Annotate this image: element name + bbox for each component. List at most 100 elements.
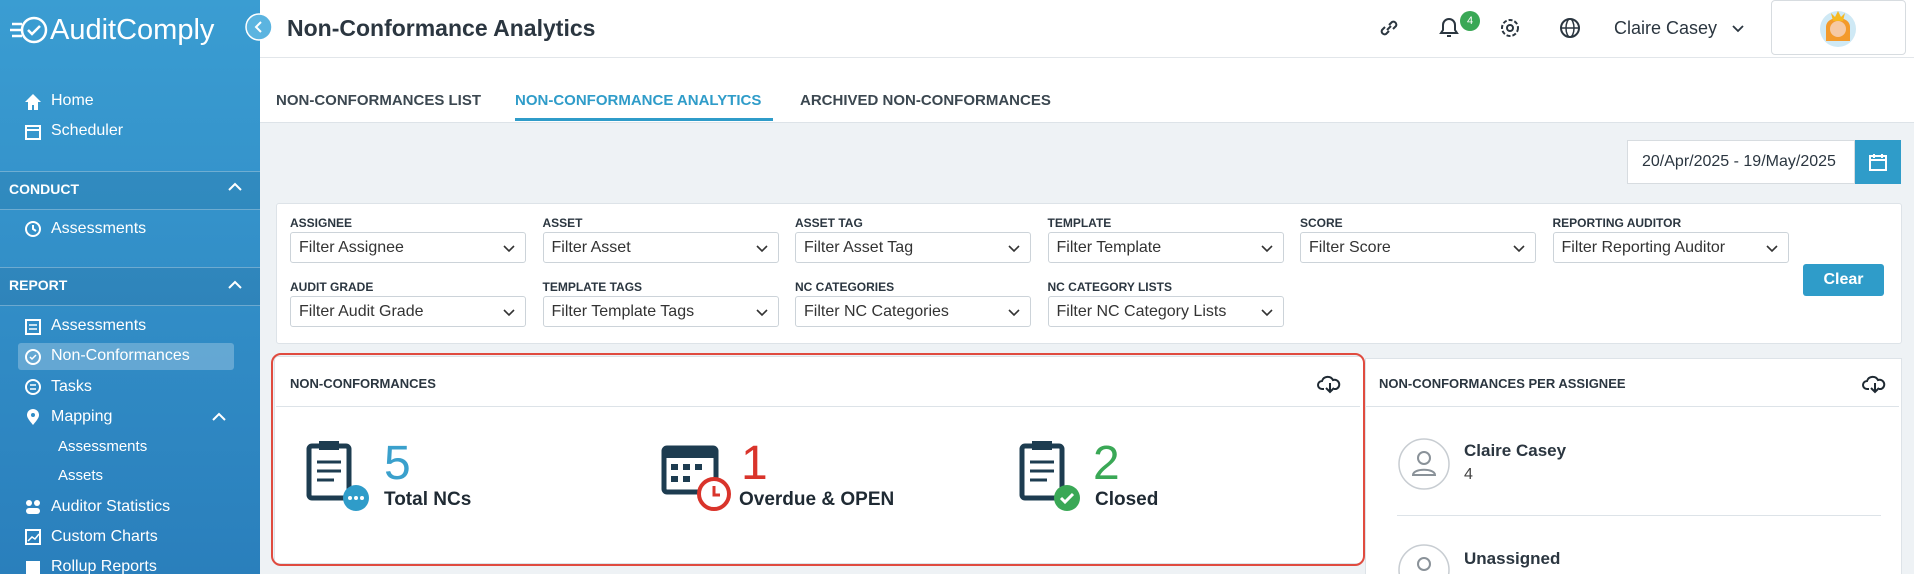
tab[interactable]: ARCHIVED NON-CONFORMANCES <box>800 92 1051 109</box>
filter-label: ASSET TAG <box>795 216 863 230</box>
stats-icon <box>26 500 40 514</box>
chart-icon <box>25 529 41 545</box>
filter-label: NC CATEGORIES <box>795 279 895 294</box>
globe-icon[interactable] <box>1558 16 1582 40</box>
stat-label: Closed <box>1095 489 1159 510</box>
nav-subitem[interactable]: Assessments <box>58 438 148 455</box>
stat-value: 5 <box>384 437 411 490</box>
divider <box>1397 515 1881 516</box>
dropdown-arrow <box>1260 308 1273 316</box>
link-icon[interactable] <box>1377 16 1401 40</box>
filter-select[interactable]: Filter NC Category Lists <box>1047 295 1284 327</box>
download-icon[interactable] <box>1317 372 1343 396</box>
filter-select[interactable]: Filter Assignee <box>290 232 526 263</box>
nc-card <box>274 356 1364 564</box>
dropdown-arrow <box>503 245 515 253</box>
section-title[interactable]: REPORT <box>9 277 68 293</box>
section-title[interactable]: CONDUCT <box>9 181 79 197</box>
settings-icon[interactable] <box>1498 16 1522 40</box>
dropdown-arrow <box>503 308 515 316</box>
nav-item[interactable]: Tasks <box>51 378 92 395</box>
divider <box>1366 406 1899 407</box>
filter-select[interactable]: Filter Template Tags <box>542 295 779 327</box>
chevron[interactable] <box>228 280 242 290</box>
page-title: Non-Conformance Analytics <box>287 15 596 41</box>
assignee-count: 4 <box>1464 466 1473 483</box>
clipboard-icon <box>306 441 369 511</box>
card-title: NON-CONFORMANCES <box>290 376 436 391</box>
section-band <box>0 171 260 210</box>
divider <box>276 406 1360 407</box>
tab-bar <box>260 58 1914 123</box>
nav-item[interactable]: Auditor Statistics <box>51 498 171 515</box>
filter-label: REPORTING AUDITOR <box>1552 216 1682 230</box>
chevron[interactable] <box>212 412 226 422</box>
avatar <box>1820 11 1856 47</box>
user-avatar <box>1398 438 1450 490</box>
clear-button[interactable]: Clear <box>1803 264 1884 296</box>
dropdown-arrow <box>1008 308 1020 316</box>
nav-item[interactable]: Home <box>51 92 94 109</box>
user-chevron[interactable] <box>1732 24 1744 34</box>
filter-label: ASSET <box>542 216 583 230</box>
dropdown-arrow <box>1260 245 1273 253</box>
tab-underline <box>515 118 773 121</box>
dropdown-arrow <box>755 245 768 253</box>
date-button[interactable] <box>1855 140 1901 184</box>
user-name[interactable]: Claire Casey <box>1614 18 1718 38</box>
assignee-name: Claire Casey <box>1464 441 1567 460</box>
nav-item[interactable]: Assessments <box>51 220 147 237</box>
filter-select[interactable]: Filter Audit Grade <box>290 295 526 327</box>
filter-label: SCORE <box>1300 216 1343 230</box>
assignee-card <box>1365 358 1902 574</box>
tab[interactable]: NON-CONFORMANCES LIST <box>276 92 481 109</box>
date-range[interactable]: 20/Apr/2025 - 19/May/2025 <box>1627 140 1855 184</box>
nav-item[interactable]: Rollup Reports <box>51 558 157 574</box>
home-icon <box>25 94 41 110</box>
stat-value: 1 <box>741 437 768 490</box>
logo-icon <box>10 16 48 44</box>
tasks-icon <box>25 379 41 395</box>
nav-item[interactable]: Scheduler <box>51 122 124 139</box>
stat-label: Total NCs <box>384 489 472 510</box>
card-title: NON-CONFORMANCES PER ASSIGNEE <box>1379 376 1626 391</box>
nav-item-active[interactable]: Non-Conformances <box>51 347 190 364</box>
filter-label: ASSIGNEE <box>290 216 353 230</box>
tab-active[interactable]: NON-CONFORMANCE ANALYTICS <box>515 92 762 109</box>
nav-subitem[interactable]: Assets <box>58 467 104 484</box>
top-bar <box>260 0 1914 58</box>
dropdown-arrow <box>1513 245 1525 253</box>
filter-select[interactable]: Filter Asset Tag <box>795 232 1031 263</box>
nav-item[interactable]: Custom Charts <box>51 528 158 545</box>
nc-icon <box>25 349 41 365</box>
calendar-clock-icon <box>661 445 731 511</box>
filter-select[interactable]: Filter Template <box>1047 232 1284 263</box>
nav-item[interactable]: Assessments <box>51 317 147 334</box>
filter-label: TEMPLATE TAGS <box>542 279 643 294</box>
dropdown-arrow <box>1765 245 1778 253</box>
report-icon <box>25 319 41 335</box>
calendar-icon <box>1869 154 1887 171</box>
dropdown-arrow <box>1008 245 1020 253</box>
nav-item[interactable]: Mapping <box>51 408 113 425</box>
clipboard-check-icon <box>1019 441 1080 511</box>
logo[interactable]: AuditComply <box>50 14 215 46</box>
pin-icon <box>27 409 39 425</box>
filter-select[interactable]: Filter Score <box>1300 232 1536 263</box>
filter-label: AUDIT GRADE <box>290 279 374 294</box>
filter-select[interactable]: Filter Reporting Auditor <box>1552 232 1789 263</box>
collapse-button[interactable] <box>245 13 273 41</box>
dropdown-arrow <box>755 308 768 316</box>
download-icon[interactable] <box>1862 372 1888 396</box>
assignee-name: Unassigned <box>1464 549 1561 568</box>
section-band <box>0 267 260 306</box>
filter-select[interactable]: Filter Asset <box>542 232 779 263</box>
filter-select[interactable]: Filter NC Categories <box>795 295 1031 327</box>
bell-icon[interactable] <box>1437 15 1461 41</box>
sidebar: AuditComply Home Scheduler CONDUCT Asses… <box>0 0 260 574</box>
calendar-icon <box>25 125 41 140</box>
chevron[interactable] <box>228 182 242 192</box>
active-highlight <box>18 343 234 370</box>
stat-value: 2 <box>1093 437 1120 490</box>
